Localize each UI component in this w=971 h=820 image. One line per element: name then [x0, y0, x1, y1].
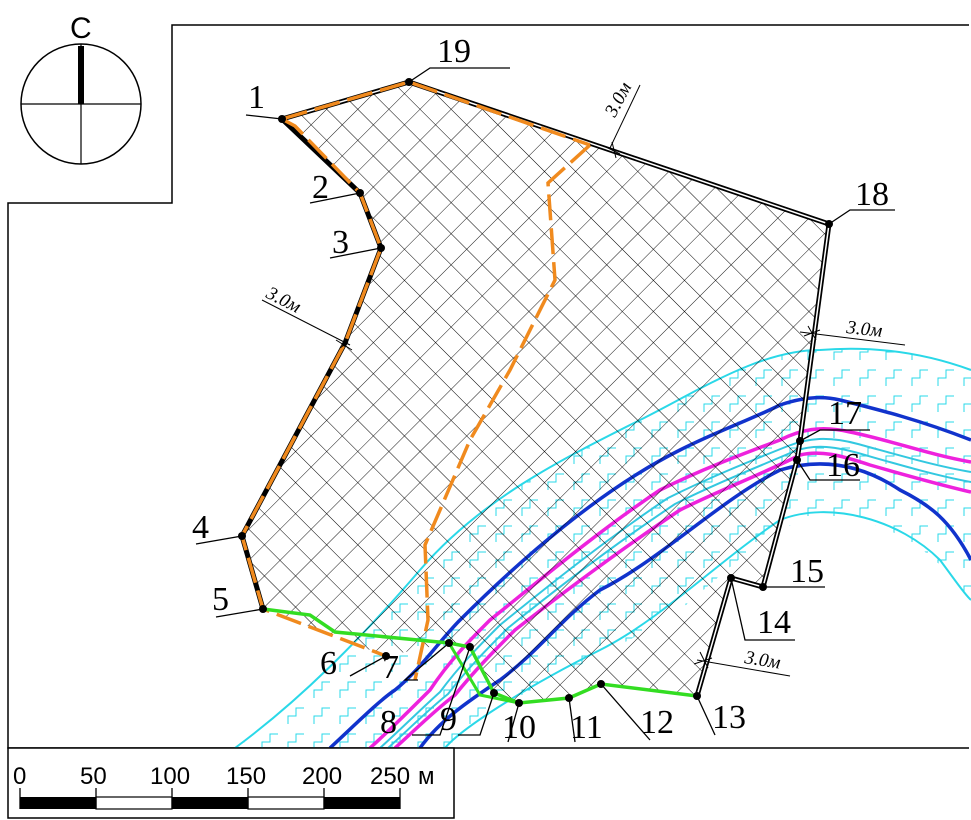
dimension-label-south: 3.0м: [742, 647, 782, 674]
point-label-15: 15: [790, 553, 824, 590]
point-label-5: 5: [212, 581, 229, 618]
north-compass: С: [20, 12, 142, 165]
point-label-9: 9: [440, 701, 457, 738]
scale-tick-50: 50: [80, 763, 107, 790]
scale-tick-150: 150: [226, 763, 266, 790]
point-label-14: 14: [757, 604, 791, 641]
point-label-16: 16: [826, 447, 860, 484]
point-label-10: 10: [502, 709, 536, 746]
point-label-3: 3: [332, 224, 349, 261]
dimension-marks: [261, 84, 906, 677]
scale-tick-100: 100: [150, 763, 190, 790]
label-leaders: [195, 67, 895, 743]
point-label-2: 2: [312, 169, 329, 206]
point-label-4: 4: [192, 509, 209, 546]
dimension-label-west: 3.0м: [262, 282, 304, 317]
point-label-8: 8: [380, 704, 397, 741]
point-label-13: 13: [712, 699, 746, 736]
point-label-7: 7: [382, 649, 399, 686]
point-label-12: 12: [640, 704, 674, 741]
compass-north-letter: С: [70, 12, 92, 45]
land-parcel-hatched: [242, 82, 829, 703]
setback-line-west: [240, 80, 591, 658]
setback-line-inner: [413, 143, 592, 681]
green-boundary-line: [262, 607, 698, 705]
point-label-17: 17: [828, 395, 862, 432]
green-boundary-line-branch: [447, 642, 520, 705]
point-label-18: 18: [855, 176, 889, 213]
point-label-6: 6: [320, 645, 337, 682]
point-label-11: 11: [570, 709, 603, 746]
scale-tick-0: 0: [13, 763, 26, 790]
scale-bar: [19, 788, 401, 810]
scale-unit: м: [418, 763, 435, 790]
point-label-1: 1: [248, 79, 265, 116]
point-label-19: 19: [437, 33, 471, 70]
dimension-label-north: 3.0м: [600, 79, 636, 121]
dimension-label-east: 3.0м: [844, 317, 883, 342]
scale-tick-200: 200: [302, 763, 342, 790]
scale-tick-250: 250: [370, 763, 410, 790]
